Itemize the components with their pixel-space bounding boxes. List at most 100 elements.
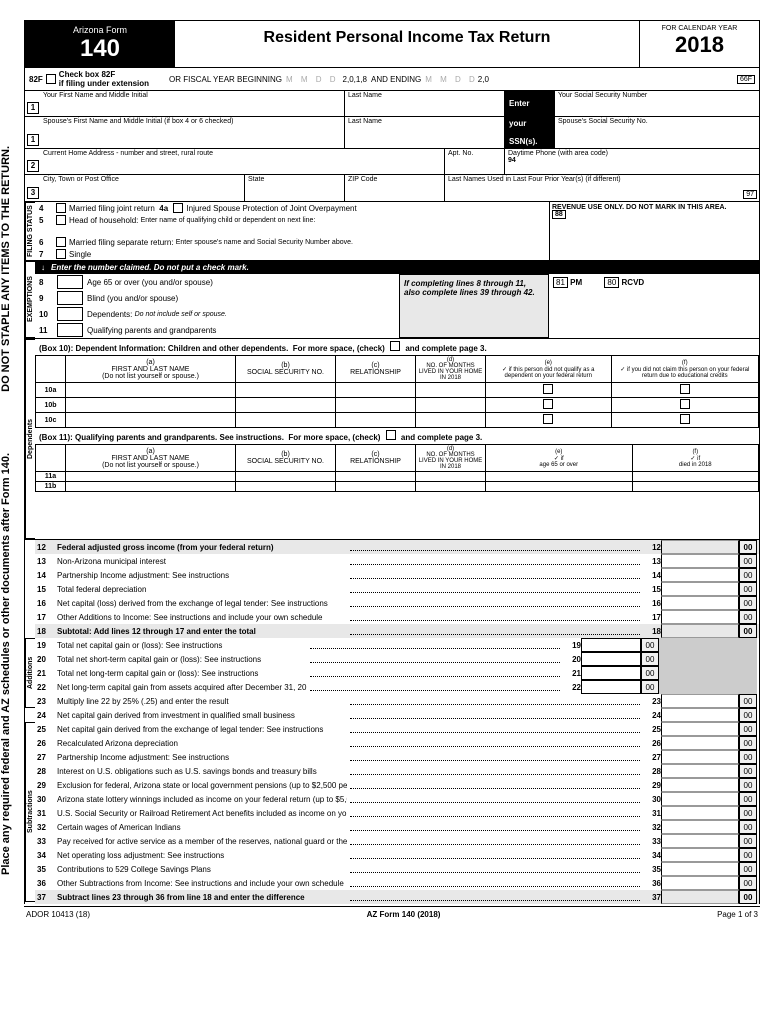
checkbox-single[interactable] <box>56 249 66 259</box>
col-e10-hdr: (e) ✓ if this person did not qualify as … <box>486 356 612 383</box>
col-e11-hdr: (e) ✓ if age 65 or over <box>486 445 633 472</box>
line-19: 19Total net capital gain or (loss): See … <box>35 638 759 652</box>
exempt-8-input[interactable] <box>57 275 83 289</box>
ext-label: if filing under extension <box>59 79 149 88</box>
amount-25[interactable] <box>661 722 739 736</box>
dependents-table-10: (a) FIRST AND LAST NAME (Do not list you… <box>35 355 759 428</box>
line-13: 13Non-Arizona municipal interest1300 <box>35 554 759 568</box>
exempt-callout: If completing lines 8 through 11, also c… <box>399 274 549 338</box>
form-number: 140 <box>35 35 165 63</box>
amount-24[interactable] <box>661 708 739 722</box>
amount-17[interactable] <box>661 610 739 624</box>
fy-start: 2,0,1,8 <box>343 75 367 84</box>
rcvd-label: RCVD <box>622 278 645 287</box>
and-ending: AND ENDING <box>371 75 421 84</box>
zip-label: ZIP Code <box>345 175 445 201</box>
code-80: 80 <box>604 277 619 288</box>
subtractions-side: Subtractions <box>25 722 35 902</box>
amount-34[interactable] <box>661 848 739 862</box>
amount-30[interactable] <box>661 792 739 806</box>
code-88: 88 <box>552 210 566 219</box>
amount-27[interactable] <box>661 750 739 764</box>
dependents-side: Dependents <box>25 339 35 539</box>
col-b-hdr: (b) SOCIAL SECURITY NO. <box>236 356 336 383</box>
spouse-ssn-label: Spouse's Social Security No. <box>555 117 759 148</box>
box11-header: (Box 11): Qualifying parents and grandpa… <box>39 433 284 442</box>
amount-37[interactable] <box>661 890 739 904</box>
amount-19[interactable] <box>581 638 641 652</box>
dep-row-10c: 10c <box>36 413 759 428</box>
line-34: 34Net operating loss adjustment: See ins… <box>35 848 759 862</box>
code-66f: 66F <box>737 75 755 84</box>
checkbox-mfj[interactable] <box>56 203 66 213</box>
line-37: 37Subtract lines 23 through 36 from line… <box>35 890 759 904</box>
form-header: Arizona Form 140 Resident Personal Incom… <box>24 20 760 68</box>
line-35: 35Contributions to 529 College Savings P… <box>35 862 759 876</box>
lines-container: 12Federal adjusted gross income (from yo… <box>35 540 759 904</box>
mfj-label: Married filing joint return <box>69 204 155 213</box>
amount-21[interactable] <box>581 666 641 680</box>
amount-20[interactable] <box>581 652 641 666</box>
amount-33[interactable] <box>661 834 739 848</box>
line-25: 25Net capital gain derived from the exch… <box>35 722 759 736</box>
line-20: 20Total net short-term capital gain or (… <box>35 652 759 666</box>
amount-28[interactable] <box>661 764 739 778</box>
line-33: 33Pay received for active service as a m… <box>35 834 759 848</box>
exempt-9-input[interactable] <box>57 291 83 305</box>
line-31: 31U.S. Social Security or Railroad Retir… <box>35 806 759 820</box>
amount-13[interactable] <box>661 554 739 568</box>
checkbox-injured-spouse[interactable] <box>173 203 183 213</box>
line-30: 30Arizona state lottery winnings include… <box>35 792 759 806</box>
exempt-10-input[interactable] <box>57 307 83 321</box>
amount-18[interactable] <box>661 624 739 638</box>
amount-29[interactable] <box>661 778 739 792</box>
line-24: 24Net capital gain derived from investme… <box>35 708 759 722</box>
checkbox-82f[interactable] <box>46 74 56 84</box>
state-label: State <box>245 175 345 201</box>
exempt-bar: Enter the number claimed. Do not put a c… <box>51 263 249 272</box>
form-title: Resident Personal Income Tax Return <box>175 21 639 67</box>
amount-16[interactable] <box>661 596 739 610</box>
dep-row-11b: 11b <box>36 482 759 492</box>
checkbox-more-qpg[interactable] <box>386 430 396 440</box>
line-32: 32Certain wages of American Indians3200 <box>35 820 759 834</box>
phone-94: 94 <box>508 157 516 164</box>
dep-row-11a: 11a <box>36 472 759 482</box>
amount-26[interactable] <box>661 736 739 750</box>
line-12: 12Federal adjusted gross income (from yo… <box>35 540 759 554</box>
line-28: 28Interest on U.S. obligations such as U… <box>35 764 759 778</box>
additions-side: Additions <box>25 638 35 708</box>
phone-label: Daytime Phone (with area code) <box>508 150 608 157</box>
ssns-box-2: yourSSN(s). <box>505 117 555 148</box>
hoh-label: Head of household: <box>69 216 138 225</box>
dependents-table-11: (a) FIRST AND LAST NAME (Do not list you… <box>35 444 759 492</box>
code-82f: 82F <box>29 75 43 84</box>
col-c-hdr: (c) RELATIONSHIP <box>336 356 416 383</box>
exempt-11-input[interactable] <box>57 323 83 337</box>
exemptions-side: EXEMPTIONS <box>25 261 35 338</box>
ador-code: ADOR 10413 (18) <box>26 910 90 919</box>
amount-31[interactable] <box>661 806 739 820</box>
vertical-instruction: Place any required federal and AZ schedu… <box>0 20 18 1000</box>
amount-23[interactable] <box>661 694 739 708</box>
row-3-num: 3 <box>27 187 39 199</box>
checkbox-mfs[interactable] <box>56 237 66 247</box>
amount-12[interactable] <box>661 540 739 554</box>
code-97: 97 <box>743 190 757 199</box>
amount-14[interactable] <box>661 568 739 582</box>
taxpayer-info-grid: Your First Name and Middle Initial 1 Las… <box>24 91 760 202</box>
filing-status-side: FILING STATUS <box>25 202 35 260</box>
amount-36[interactable] <box>661 876 739 890</box>
amount-15[interactable] <box>661 582 739 596</box>
col-f11-hdr: (f) ✓ if died in 2018 <box>632 445 758 472</box>
amount-35[interactable] <box>661 862 739 876</box>
spouse-last-label: Last Name <box>345 117 505 148</box>
checkbox-more-dep[interactable] <box>390 341 400 351</box>
line-27: 27Partnership Income adjustment: See ins… <box>35 750 759 764</box>
checkbox-hoh[interactable] <box>56 215 66 225</box>
state-label: Arizona Form <box>35 25 165 35</box>
ssn-label: Your Social Security Number <box>555 91 759 116</box>
amount-32[interactable] <box>661 820 739 834</box>
amount-22[interactable] <box>581 680 641 694</box>
qpg-label: Qualifying parents and grandparents <box>87 326 216 335</box>
